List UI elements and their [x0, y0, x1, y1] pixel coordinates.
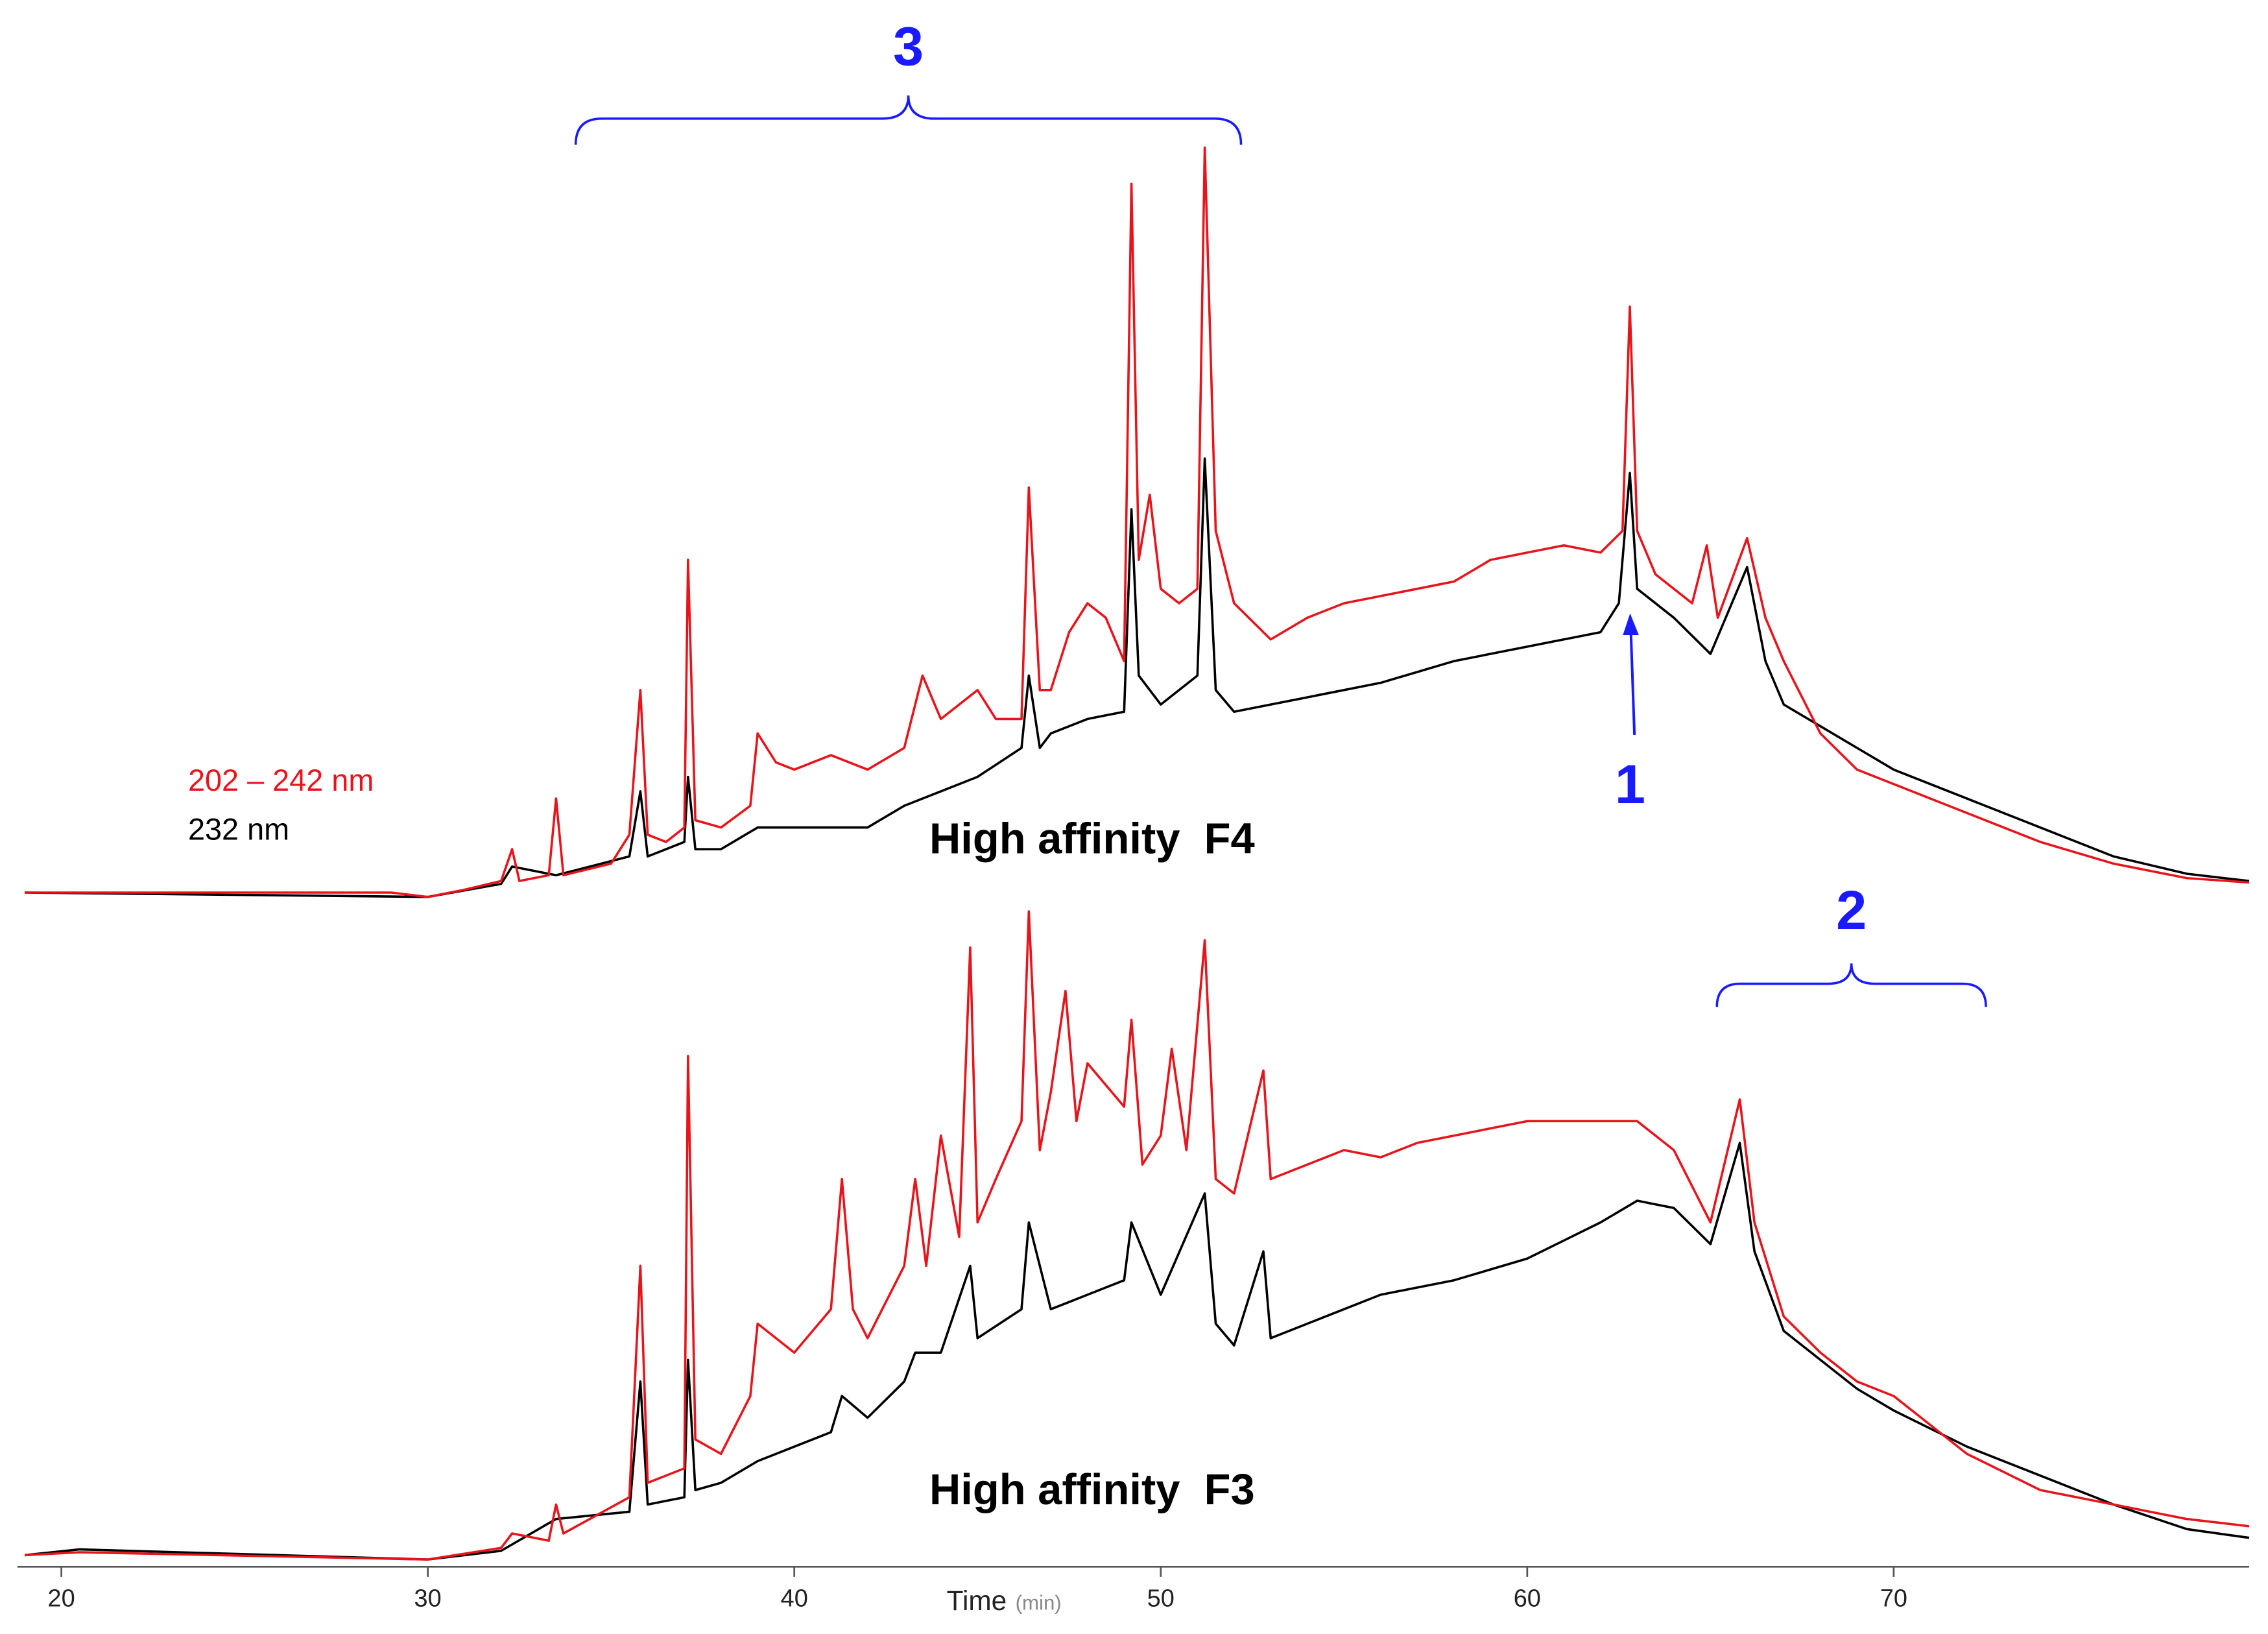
panel-title: High affinity F4: [929, 815, 1255, 863]
x-tick-label: 50: [1147, 1585, 1175, 1613]
x-tick-label: 60: [1514, 1585, 1541, 1613]
legend-label: 232 nm: [188, 813, 289, 847]
arrow-head: [1623, 613, 1639, 636]
trace: [25, 146, 2250, 898]
x-tick-label: 40: [781, 1585, 808, 1613]
trace: [25, 457, 2250, 898]
trace: [24, 1142, 2250, 1561]
x-axis-label: Time: [947, 1585, 1007, 1616]
x-tick-label: 30: [414, 1585, 442, 1613]
trace: [25, 910, 2250, 1561]
annotation: 1: [1615, 753, 1645, 815]
x-tick-label: 70: [1880, 1585, 1907, 1613]
brace: [1715, 963, 1987, 1007]
annotation: 2: [1836, 879, 1867, 941]
x-axis-unit: (min): [1016, 1592, 1062, 1615]
legend-label: 202 – 242 nm: [188, 763, 374, 797]
brace: [574, 95, 1243, 145]
x-tick-label: 20: [48, 1585, 75, 1613]
annotation: 3: [893, 15, 924, 77]
panel-title: High affinity F3: [929, 1465, 1255, 1514]
arrow: [1629, 631, 1636, 736]
